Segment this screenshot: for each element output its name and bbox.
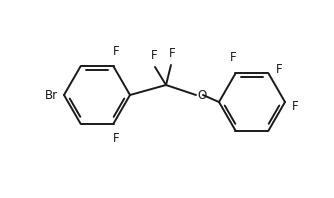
Text: F: F [113,132,120,145]
Text: F: F [230,51,237,64]
Text: O: O [197,89,206,102]
Text: F: F [276,63,282,76]
Text: F: F [151,49,157,62]
Text: Br: Br [45,89,58,102]
Text: F: F [292,100,299,112]
Text: F: F [169,47,175,60]
Text: F: F [113,45,120,58]
